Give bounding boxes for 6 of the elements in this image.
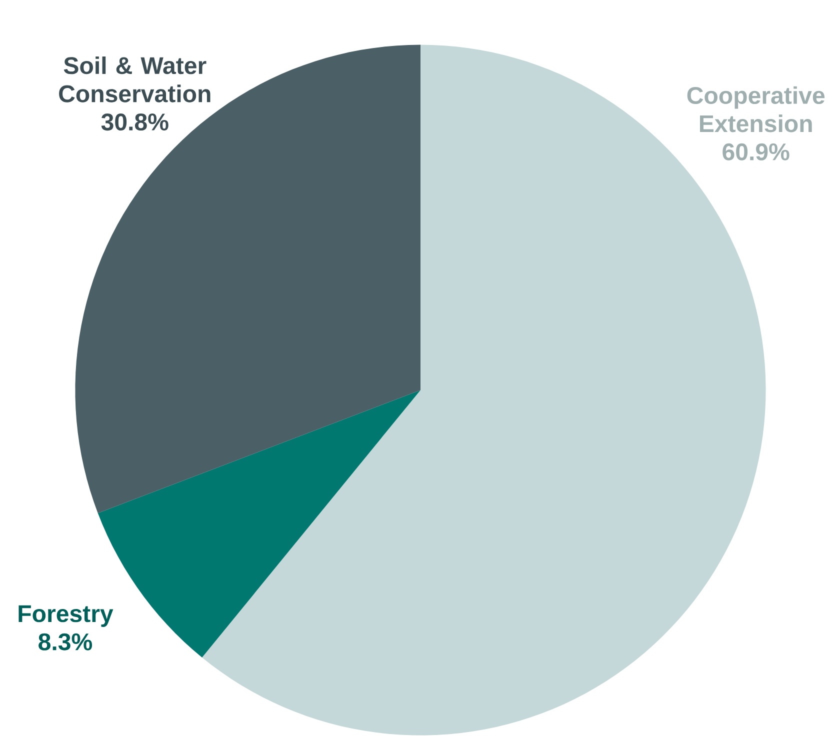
data-label: 8.3% [38, 633, 92, 650]
slice-label: Forestry [18, 605, 114, 627]
data-label: 30.8% [101, 113, 168, 130]
data-label: 60.9% [722, 143, 790, 160]
slice-label: Cooperative Extension [687, 86, 825, 132]
slice-label: Soil & Water Conservation [59, 56, 210, 102]
